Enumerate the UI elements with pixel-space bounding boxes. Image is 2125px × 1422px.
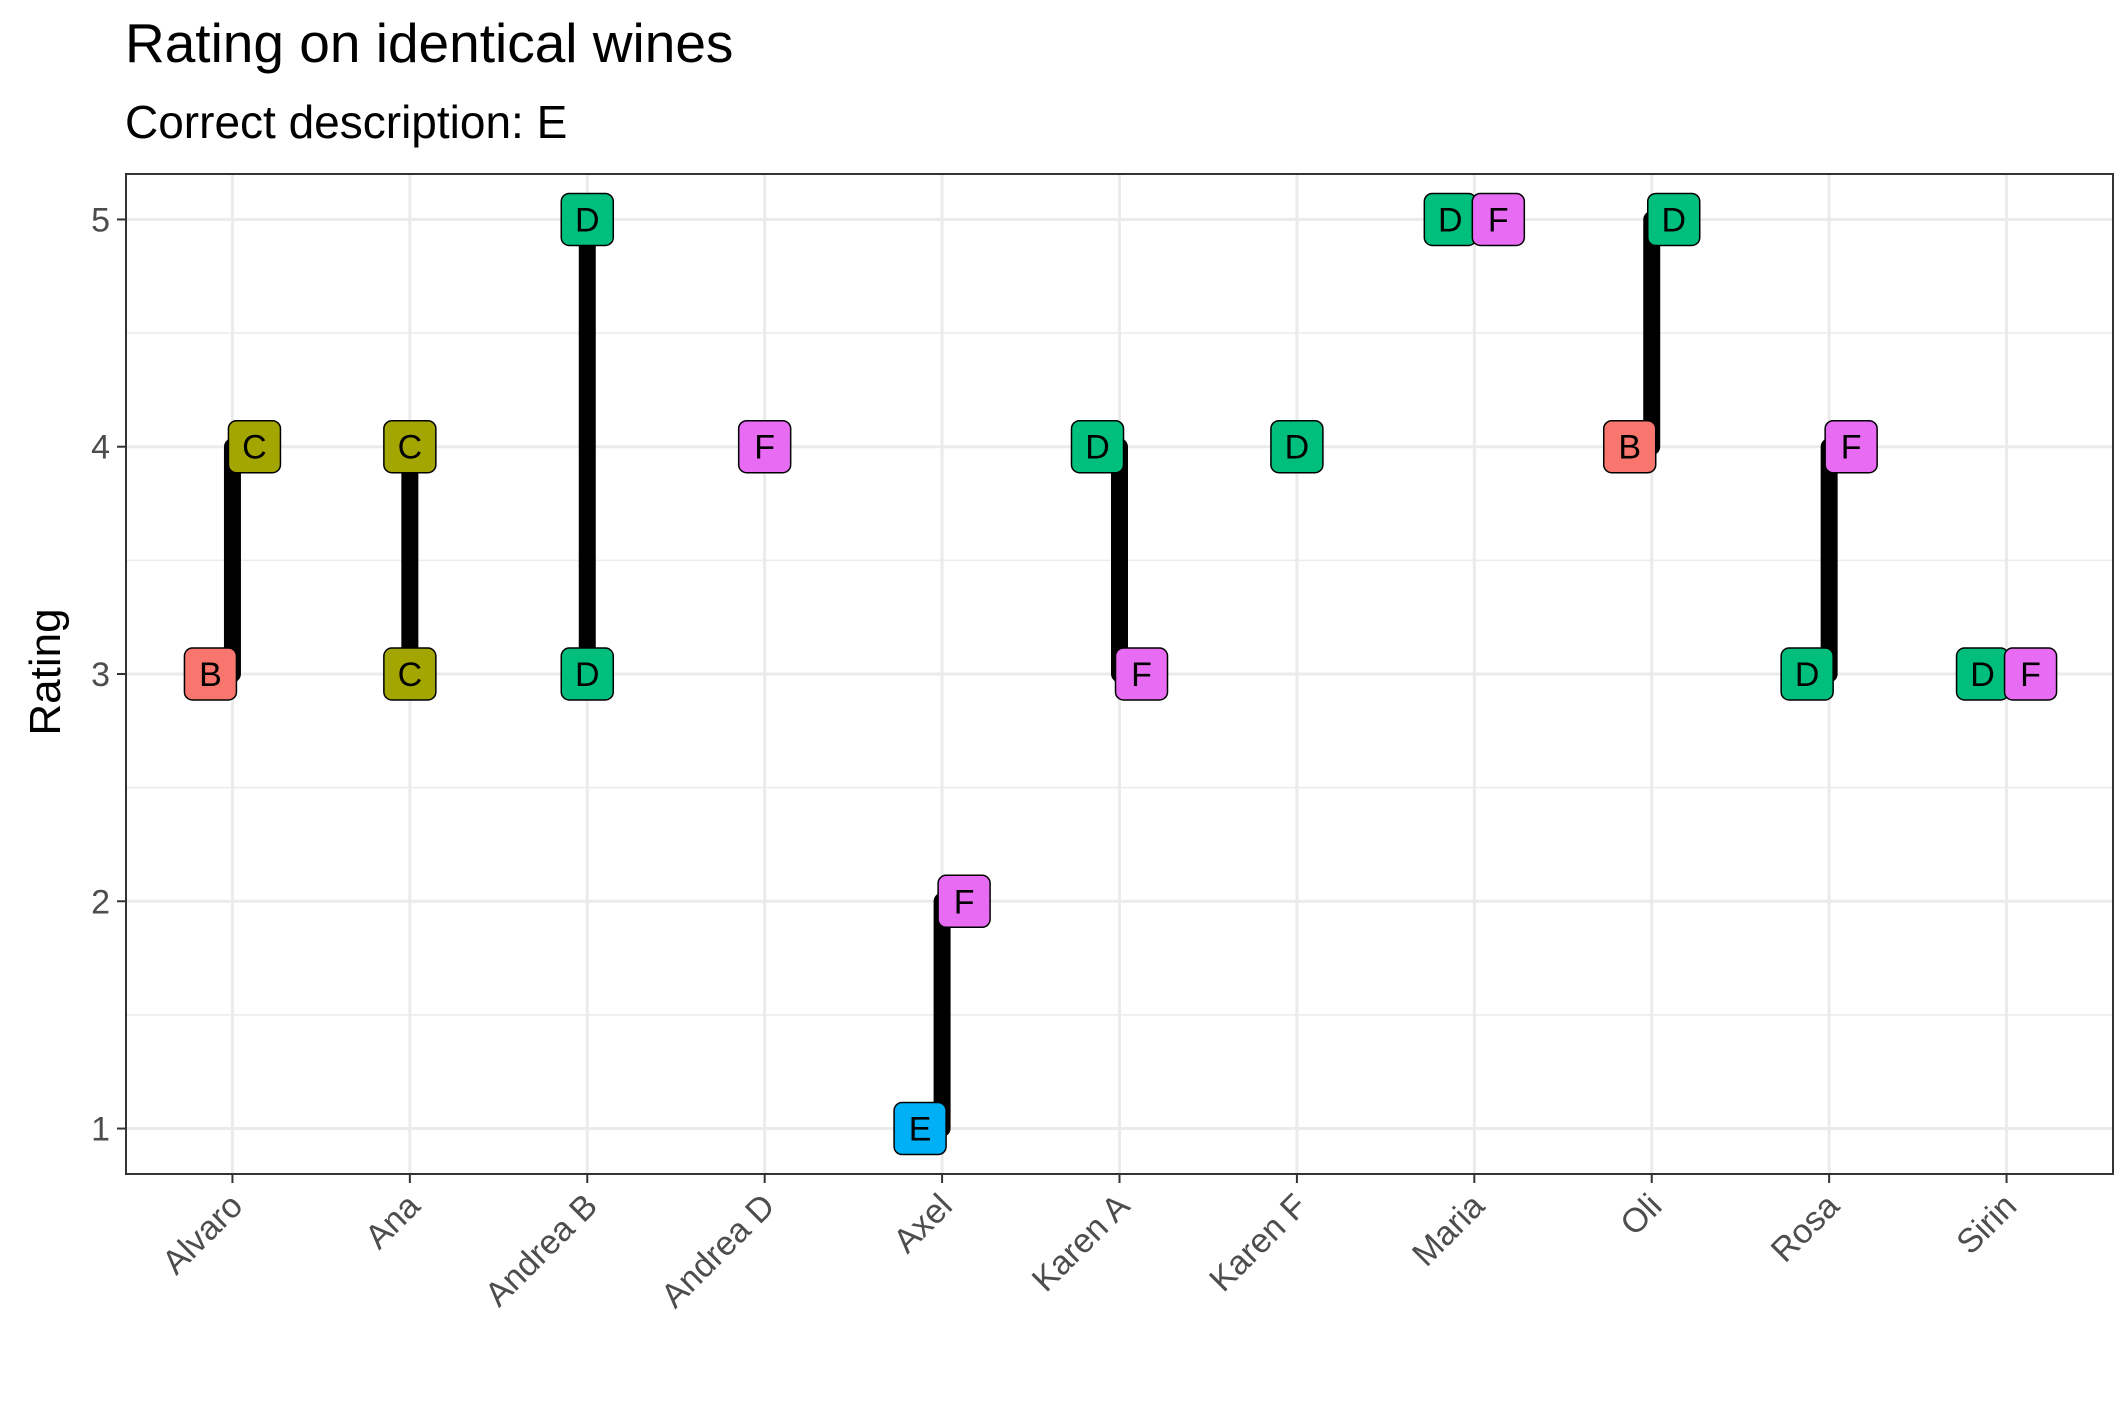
y-tick-label: 1 <box>91 1111 110 1149</box>
rating-label: D <box>1270 419 1324 474</box>
rating-label-text: F <box>2020 656 2041 694</box>
rating-label-box <box>1270 419 1324 474</box>
rating-label-box <box>383 647 437 701</box>
rating-label: C <box>383 419 437 474</box>
rating-label: F <box>2003 647 2058 701</box>
rating-label-box <box>1780 647 1834 701</box>
rating-segments <box>223 210 1838 1138</box>
rating-label-text: C <box>398 429 423 467</box>
rating-label: C <box>227 419 282 474</box>
rating-label-box <box>937 874 991 929</box>
rating-label: C <box>383 647 437 701</box>
chart-title: Rating on identical wines <box>125 12 733 74</box>
rating-label-box <box>1646 192 1701 247</box>
rating-label: D <box>1423 192 1478 247</box>
rating-label-text: B <box>199 656 222 694</box>
chart-subtitle: Correct description: E <box>125 96 567 148</box>
rating-label-text: F <box>1131 656 1152 694</box>
rating-label-text: D <box>1795 656 1820 694</box>
rating-label-text: B <box>1618 429 1641 467</box>
rating-label-box <box>1070 419 1125 474</box>
rating-label-box <box>560 192 615 247</box>
rating-label-text: D <box>575 656 600 694</box>
rating-label-box <box>1602 419 1657 474</box>
rating-label-box <box>893 1101 947 1156</box>
rating-label-text: D <box>575 201 600 239</box>
rating-label-text: D <box>1085 429 1110 467</box>
rating-label-text: D <box>1661 201 1686 239</box>
rating-label-box <box>560 647 615 701</box>
rating-label-text: F <box>1841 429 1862 467</box>
y-tick-label: 4 <box>91 429 110 467</box>
rating-label-text: F <box>954 883 975 921</box>
rating-label-box <box>1471 192 1526 247</box>
rating-label: D <box>560 647 615 701</box>
y-tick-label: 5 <box>91 201 110 239</box>
rating-label-box <box>383 419 437 474</box>
rating-label-box <box>183 647 238 701</box>
rating-label: F <box>1471 192 1526 247</box>
rating-label-text: C <box>242 429 267 467</box>
rating-label-box <box>2003 647 2058 701</box>
rating-label-box <box>1114 647 1169 701</box>
rating-label-box <box>227 419 282 474</box>
rating-label: D <box>1955 647 2010 701</box>
rating-label-text: F <box>1488 201 1509 239</box>
rating-label: D <box>1646 192 1701 247</box>
rating-label: D <box>1780 647 1834 701</box>
rating-label: F <box>737 419 792 474</box>
y-tick-label: 2 <box>91 883 110 921</box>
rating-label: F <box>1824 419 1878 474</box>
rating-label-box <box>737 419 792 474</box>
rating-label: F <box>1114 647 1169 701</box>
rating-label: B <box>183 647 238 701</box>
rating-label: D <box>1070 419 1125 474</box>
rating-label-text: D <box>1970 656 1995 694</box>
rating-label-box <box>1824 419 1878 474</box>
rating-label-text: F <box>754 429 775 467</box>
y-axis-title: Rating <box>21 608 70 735</box>
rating-label-text: D <box>1438 201 1463 239</box>
rating-label: F <box>937 874 991 929</box>
y-tick-label: 3 <box>91 656 110 694</box>
rating-label-text: D <box>1285 429 1310 467</box>
rating-label: B <box>1602 419 1657 474</box>
rating-label: D <box>560 192 615 247</box>
rating-label: E <box>893 1101 947 1156</box>
y-axis: 1 2 3 4 5 <box>91 201 126 1149</box>
rating-label-text: C <box>398 656 423 694</box>
rating-label-text: E <box>909 1111 932 1149</box>
